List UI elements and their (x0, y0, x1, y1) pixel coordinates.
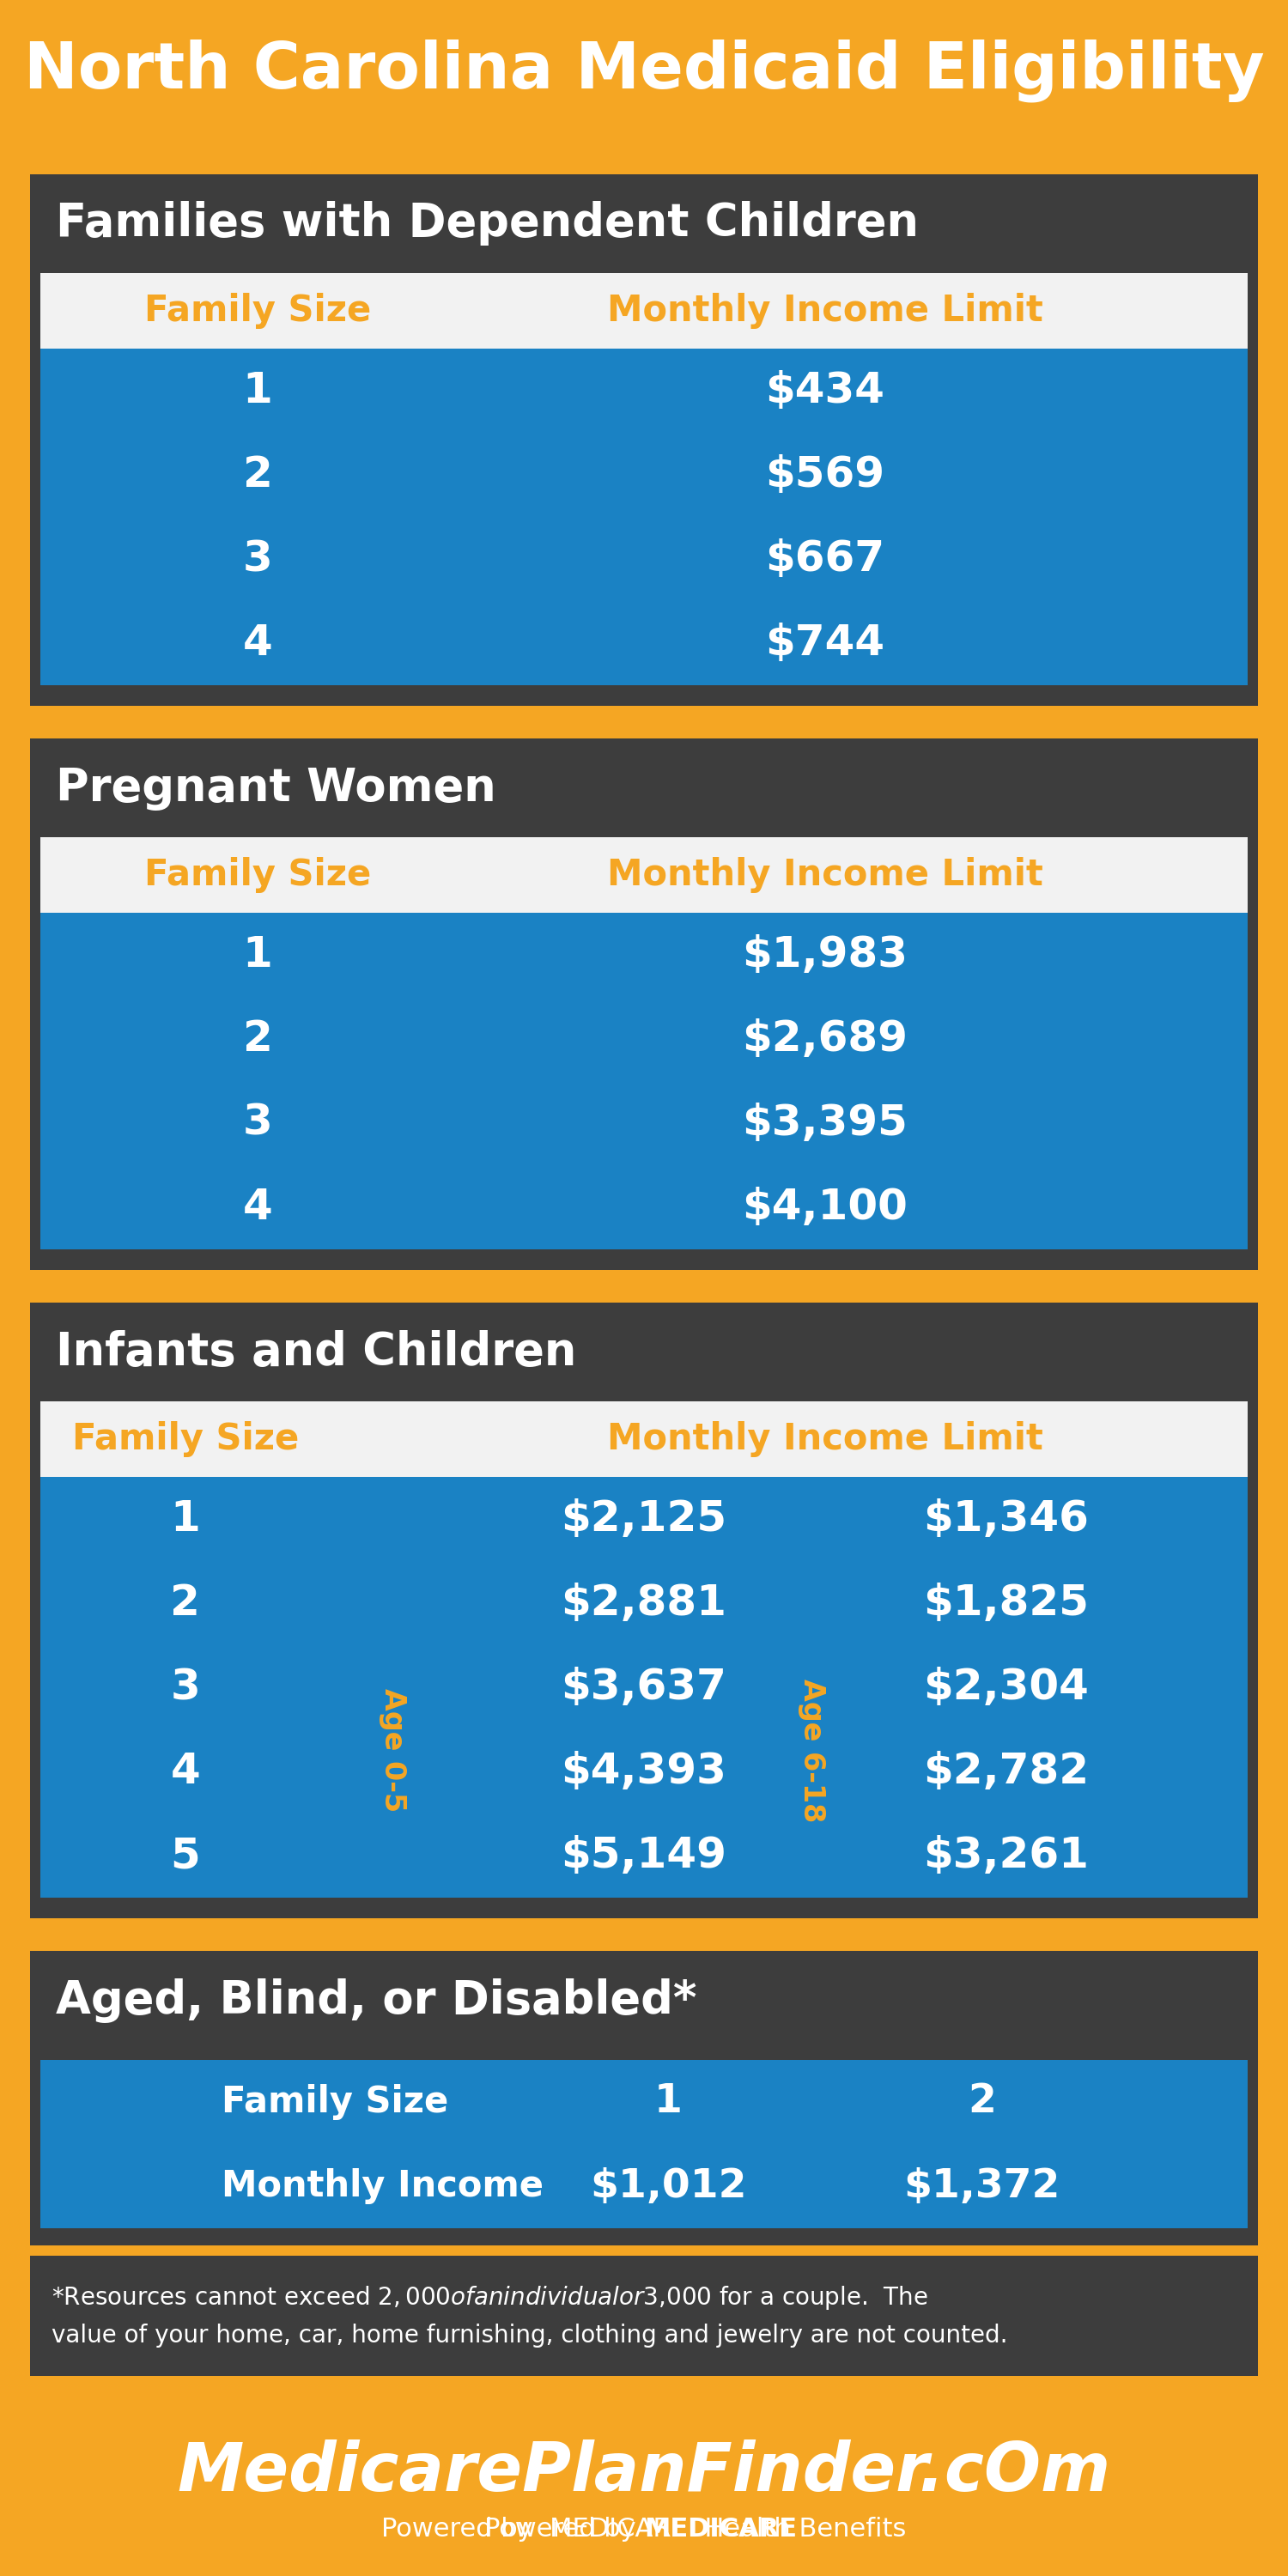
Bar (30, 1950, 1258, 2050)
Text: Infants and Children: Infants and Children (55, 1329, 577, 1376)
Text: Family Size: Family Size (144, 858, 371, 894)
Text: Monthly Income Limit: Monthly Income Limit (607, 294, 1043, 330)
Text: Aged, Blind, or Disabled*: Aged, Blind, or Disabled* (55, 1978, 697, 2022)
Bar (40, 1401, 1248, 1476)
Text: $3,261: $3,261 (923, 1834, 1090, 1875)
Text: Monthly Income: Monthly Income (222, 2169, 544, 2205)
Bar (40, 348, 1248, 685)
Text: $3,637: $3,637 (562, 1667, 726, 1708)
Text: $4,393: $4,393 (562, 1752, 726, 1793)
Text: $2,782: $2,782 (923, 1752, 1090, 1793)
Text: $1,012: $1,012 (590, 2166, 747, 2205)
Text: Family Size: Family Size (144, 294, 371, 330)
Text: $5,149: $5,149 (562, 1834, 726, 1875)
Bar (30, 1303, 1258, 1401)
Text: 2: 2 (170, 1582, 200, 1623)
Text: *Resources cannot exceed $2,000 of an individual or $3,000 for a couple.  The
va: *Resources cannot exceed $2,000 of an in… (52, 2285, 1007, 2347)
Bar (40, 837, 1248, 912)
Bar (40, 912, 1248, 1249)
Bar (0, 0, 1288, 142)
Text: $2,689: $2,689 (742, 1018, 908, 1059)
Bar (40, 1476, 1248, 1899)
Text: $1,372: $1,372 (904, 2166, 1060, 2205)
Text: $434: $434 (765, 371, 885, 412)
Text: 3: 3 (242, 1103, 273, 1144)
Text: 2: 2 (242, 453, 273, 495)
Text: Families with Dependent Children: Families with Dependent Children (55, 201, 918, 247)
Bar (0, 2409, 1288, 2576)
Text: $2,881: $2,881 (562, 1582, 726, 1623)
Text: Age 6-18: Age 6-18 (799, 1680, 827, 1821)
Text: $2,125: $2,125 (562, 1499, 726, 1540)
Text: 5: 5 (170, 1834, 200, 1875)
Text: Powered by: Powered by (484, 2517, 644, 2543)
Bar (40, 273, 1248, 348)
Text: MEDICARE: MEDICARE (644, 2517, 797, 2543)
Text: 1: 1 (654, 2081, 683, 2123)
Text: $667: $667 (765, 538, 885, 580)
Text: $3,395: $3,395 (742, 1103, 908, 1144)
Text: $569: $569 (765, 453, 885, 495)
Text: 4: 4 (242, 1188, 273, 1229)
Text: $1,825: $1,825 (923, 1582, 1090, 1623)
Text: Powered by  MEDICARE  Health Benefits: Powered by MEDICARE Health Benefits (381, 2517, 907, 2543)
Text: $4,100: $4,100 (742, 1188, 908, 1229)
Text: 3: 3 (242, 538, 273, 580)
Bar (30, 739, 1258, 1270)
Text: 4: 4 (242, 623, 273, 665)
Bar (30, 1303, 1258, 1919)
Bar (30, 1950, 1258, 2246)
Text: Monthly Income Limit: Monthly Income Limit (607, 858, 1043, 894)
Bar (30, 739, 1258, 837)
Text: 2: 2 (967, 2081, 996, 2123)
Text: North Carolina Medicaid Eligibility: North Carolina Medicaid Eligibility (23, 39, 1265, 103)
Text: 1: 1 (170, 1499, 200, 1540)
Bar (40, 2061, 1248, 2228)
Text: 3: 3 (170, 1667, 200, 1708)
Text: 2: 2 (242, 1018, 273, 1059)
Text: 1: 1 (242, 371, 273, 412)
Text: MedicarePlanFinder.cOm: MedicarePlanFinder.cOm (178, 2439, 1110, 2504)
Text: $1,983: $1,983 (742, 935, 908, 976)
Text: $2,304: $2,304 (923, 1667, 1088, 1708)
Text: Monthly Income Limit: Monthly Income Limit (607, 1422, 1043, 1458)
Bar (30, 2257, 1258, 2375)
Text: $1,346: $1,346 (923, 1499, 1088, 1540)
Text: 1: 1 (242, 935, 273, 976)
Text: Family Size: Family Size (72, 1422, 299, 1458)
Text: Age 0-5: Age 0-5 (379, 1687, 407, 1814)
Bar (30, 175, 1258, 706)
Text: Family Size: Family Size (222, 2084, 448, 2120)
Text: 4: 4 (170, 1752, 200, 1793)
Text: $744: $744 (765, 623, 885, 665)
Bar (30, 175, 1258, 273)
Text: Pregnant Women: Pregnant Women (55, 765, 496, 809)
